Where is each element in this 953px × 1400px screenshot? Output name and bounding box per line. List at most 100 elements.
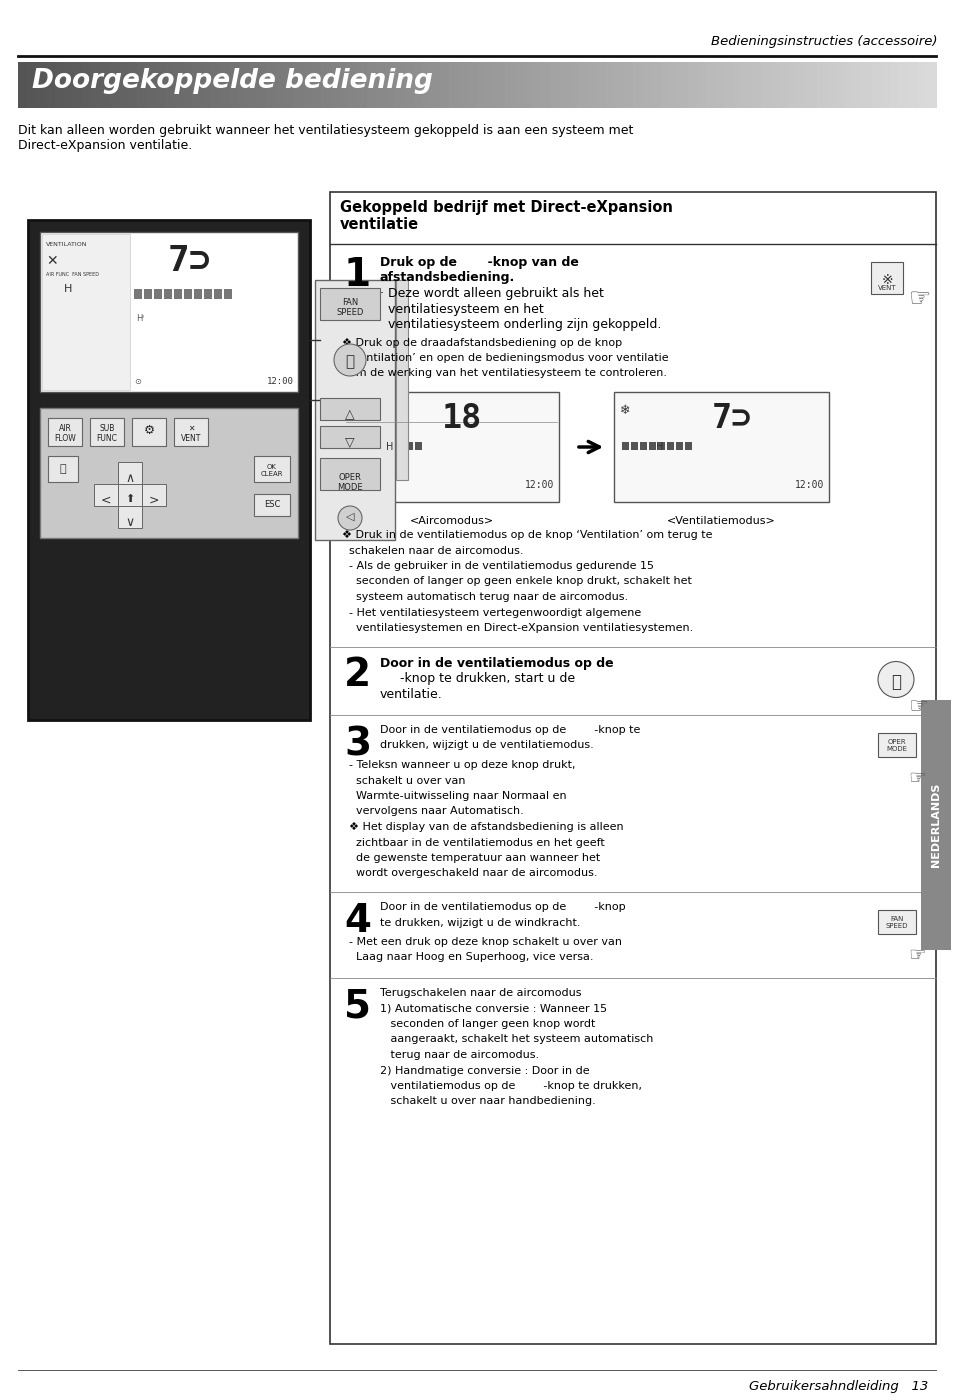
Bar [467, 62, 477, 108]
Bar [367, 62, 376, 108]
Bar [522, 62, 533, 108]
Bar [46, 62, 55, 108]
Bar [788, 62, 799, 108]
Text: 12:00: 12:00 [794, 480, 823, 490]
Bar [877, 910, 915, 934]
Text: ❄: ❄ [350, 405, 360, 417]
Text: aangeraakt, schakelt het systeem automatisch: aangeraakt, schakelt het systeem automat… [379, 1035, 653, 1044]
Text: seconden of langer op geen enkele knop drukt, schakelt het: seconden of langer op geen enkele knop d… [341, 577, 691, 587]
Text: wordt overgeschakeld naar de aircomodus.: wordt overgeschakeld naar de aircomodus. [341, 868, 597, 879]
Bar [27, 62, 37, 108]
Bar [825, 62, 835, 108]
Bar [396, 442, 403, 449]
Text: H: H [64, 284, 72, 294]
Text: zichtbaar in de ventilatiemodus en het geeft: zichtbaar in de ventilatiemodus en het g… [341, 837, 604, 847]
Text: NEDERLANDS: NEDERLANDS [930, 783, 940, 867]
Text: 12:00: 12:00 [267, 377, 294, 386]
Text: VENTILATION: VENTILATION [46, 242, 88, 246]
Bar [449, 62, 459, 108]
Bar [90, 419, 124, 447]
Bar [312, 62, 321, 108]
Text: Door in de ventilatiemodus op de        -knop: Door in de ventilatiemodus op de -knop [379, 902, 625, 911]
Bar [504, 62, 515, 108]
Bar [247, 62, 257, 108]
Text: - Als de gebruiker in de ventilatiemodus gedurende 15: - Als de gebruiker in de ventilatiemodus… [341, 561, 654, 571]
Bar [352, 442, 358, 449]
Bar [330, 62, 340, 108]
Bar [213, 288, 222, 300]
Text: · Deze wordt alleen gebruikt als het: · Deze wordt alleen gebruikt als het [379, 287, 603, 300]
Bar [294, 62, 303, 108]
Text: OPER
MODE: OPER MODE [885, 739, 906, 752]
Bar [164, 288, 172, 300]
Bar [715, 62, 725, 108]
Text: Warmte-uitwisseling naar Normaal en: Warmte-uitwisseling naar Normaal en [341, 791, 566, 801]
Text: 7⊃: 7⊃ [711, 402, 752, 435]
Text: ‘Ventilation’ en open de bedieningsmodus voor ventilatie: ‘Ventilation’ en open de bedieningsmodus… [341, 353, 668, 363]
Bar [94, 484, 118, 505]
Bar [406, 442, 413, 449]
Text: Gekoppeld bedrijf met Direct-eXpansion: Gekoppeld bedrijf met Direct-eXpansion [339, 200, 672, 216]
Text: Door in de ventilatiemodus op de        -knop te: Door in de ventilatiemodus op de -knop t… [379, 725, 639, 735]
Bar [706, 62, 716, 108]
Text: ❖ Druk op de draadafstandsbediening op de knop: ❖ Druk op de draadafstandsbediening op d… [341, 337, 621, 347]
Bar [142, 484, 166, 505]
Bar [82, 62, 92, 108]
Bar [770, 62, 781, 108]
Text: de gewenste temperatuur aan wanneer het: de gewenste temperatuur aan wanneer het [341, 853, 599, 862]
Bar [357, 62, 368, 108]
Text: ventilatie: ventilatie [339, 217, 418, 232]
Bar [403, 62, 414, 108]
Text: te drukken, wijzigt u de windkracht.: te drukken, wijzigt u de windkracht. [379, 917, 579, 927]
Bar [238, 62, 248, 108]
Bar [540, 62, 551, 108]
Bar [651, 62, 661, 108]
Bar [370, 442, 376, 449]
Text: Door in de ventilatiemodus op de: Door in de ventilatiemodus op de [379, 657, 613, 669]
Bar [413, 62, 422, 108]
Bar [147, 62, 156, 108]
Bar [798, 62, 807, 108]
Text: Laag naar Hoog en Superhoog, vice versa.: Laag naar Hoog en Superhoog, vice versa. [341, 952, 593, 963]
Bar [760, 62, 771, 108]
Text: ◁: ◁ [345, 512, 354, 522]
Text: vervolgens naar Automatisch.: vervolgens naar Automatisch. [341, 806, 523, 816]
Bar [344, 392, 558, 503]
Text: FAN
SPEED: FAN SPEED [336, 298, 363, 318]
Bar [378, 442, 386, 449]
Bar [880, 62, 890, 108]
Text: 2: 2 [344, 657, 371, 694]
Text: ventilatiesysteem onderling zijn gekoppeld.: ventilatiesysteem onderling zijn gekoppe… [379, 318, 660, 330]
Text: ⏻: ⏻ [345, 354, 355, 370]
Bar [193, 288, 202, 300]
Bar [687, 62, 698, 108]
Text: 5: 5 [344, 988, 371, 1026]
Bar [253, 494, 290, 517]
Bar [201, 62, 212, 108]
Text: >: > [149, 494, 159, 507]
Bar [339, 62, 349, 108]
Bar [360, 442, 368, 449]
Bar [54, 62, 65, 108]
Text: ⬆: ⬆ [125, 494, 134, 504]
Text: ❄: ❄ [619, 405, 630, 417]
Bar [421, 62, 432, 108]
Text: VENT: VENT [877, 286, 896, 291]
Bar [193, 62, 202, 108]
Bar [183, 62, 193, 108]
Bar [28, 220, 310, 720]
Text: 3: 3 [344, 725, 371, 763]
Text: ESC: ESC [264, 500, 280, 510]
Text: Hᴵ: Hᴵ [136, 314, 144, 323]
Text: ventilatiemodus op de        -knop te drukken,: ventilatiemodus op de -knop te drukken, [379, 1081, 641, 1091]
Text: <Ventilatiemodus>: <Ventilatiemodus> [666, 517, 775, 526]
Text: - Het ventilatiesysteem vertegenwoordigt algemene: - Het ventilatiesysteem vertegenwoordigt… [341, 608, 640, 617]
Bar [40, 232, 297, 392]
Bar [253, 456, 290, 482]
Bar [36, 62, 47, 108]
Text: ventilatiesystemen en Direct-eXpansion ventilatiesystemen.: ventilatiesystemen en Direct-eXpansion v… [341, 623, 693, 633]
Text: seconden of langer geen knop wordt: seconden of langer geen knop wordt [379, 1019, 595, 1029]
Bar [684, 442, 691, 449]
Bar [42, 234, 130, 391]
Text: <Aircomodus>: <Aircomodus> [409, 517, 493, 526]
